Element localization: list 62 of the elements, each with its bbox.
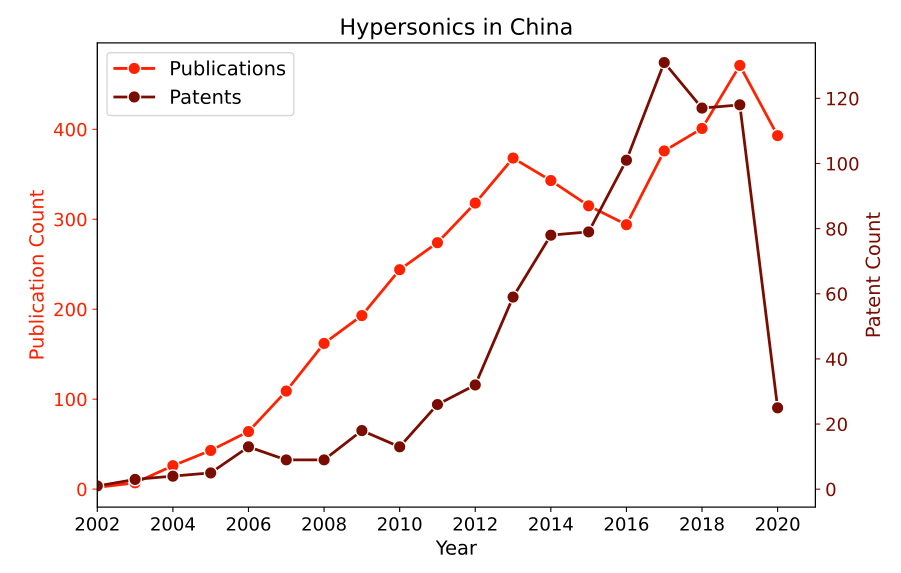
y2-tick-label: 0 <box>826 482 836 496</box>
x-tick-label: 2020 <box>756 517 800 531</box>
point <box>506 151 520 166</box>
point <box>204 466 218 480</box>
point <box>166 469 180 484</box>
y2-tick-label: 120 <box>827 92 858 106</box>
point <box>732 98 747 112</box>
x-tick-label: 2002 <box>76 517 118 531</box>
point <box>430 398 444 412</box>
x-tick-label: 2008 <box>302 517 346 531</box>
point <box>392 262 407 277</box>
point <box>279 384 294 398</box>
point <box>128 472 142 486</box>
point <box>695 121 709 136</box>
y2-tick-label: 100 <box>827 156 858 171</box>
x-tick-label: 2018 <box>680 517 724 531</box>
point <box>279 452 294 467</box>
y2-tick-label: 80 <box>826 222 847 236</box>
y-tick-label: 300 <box>54 212 86 226</box>
y-axis-title: Publication Count <box>28 190 44 358</box>
point <box>354 424 369 438</box>
y2-tick-label: 40 <box>826 352 847 366</box>
legend-label: Publications <box>171 60 286 76</box>
x-axis-title: Year <box>436 540 477 555</box>
x-tick-label: 2006 <box>226 517 270 531</box>
x-tick-label: 2004 <box>151 517 195 531</box>
legend-label: Patents <box>171 90 241 104</box>
point <box>544 174 558 188</box>
point <box>392 440 407 454</box>
point <box>354 308 369 322</box>
point <box>619 218 634 232</box>
point <box>619 153 634 168</box>
point <box>506 290 520 304</box>
point <box>770 400 785 415</box>
point <box>657 144 672 158</box>
point <box>430 236 444 250</box>
point <box>468 196 482 210</box>
point <box>582 198 596 213</box>
y-tick-label: 400 <box>54 122 86 136</box>
point <box>242 440 256 454</box>
y2-axis-title: Patent Count <box>865 212 880 336</box>
point <box>732 58 747 72</box>
point <box>468 378 482 392</box>
point <box>657 56 672 70</box>
point <box>242 424 256 438</box>
chart-title: Hypersonics in China <box>342 18 572 40</box>
y2-tick-label: 20 <box>826 418 847 432</box>
y-tick-label: 100 <box>55 392 86 406</box>
x-tick-label: 2014 <box>529 517 573 531</box>
point <box>317 336 332 350</box>
point <box>695 101 709 116</box>
point <box>204 443 218 458</box>
x-tick-label: 2010 <box>378 517 422 531</box>
x-tick-label: 2012 <box>454 517 496 531</box>
point <box>770 128 785 143</box>
point <box>317 452 332 467</box>
y2-tick-label: 60 <box>826 287 847 301</box>
point <box>544 228 558 242</box>
y-tick-label: 200 <box>54 302 86 316</box>
point <box>582 224 596 239</box>
x-tick-label: 2016 <box>604 517 648 531</box>
y-tick-label: 0 <box>77 482 86 496</box>
